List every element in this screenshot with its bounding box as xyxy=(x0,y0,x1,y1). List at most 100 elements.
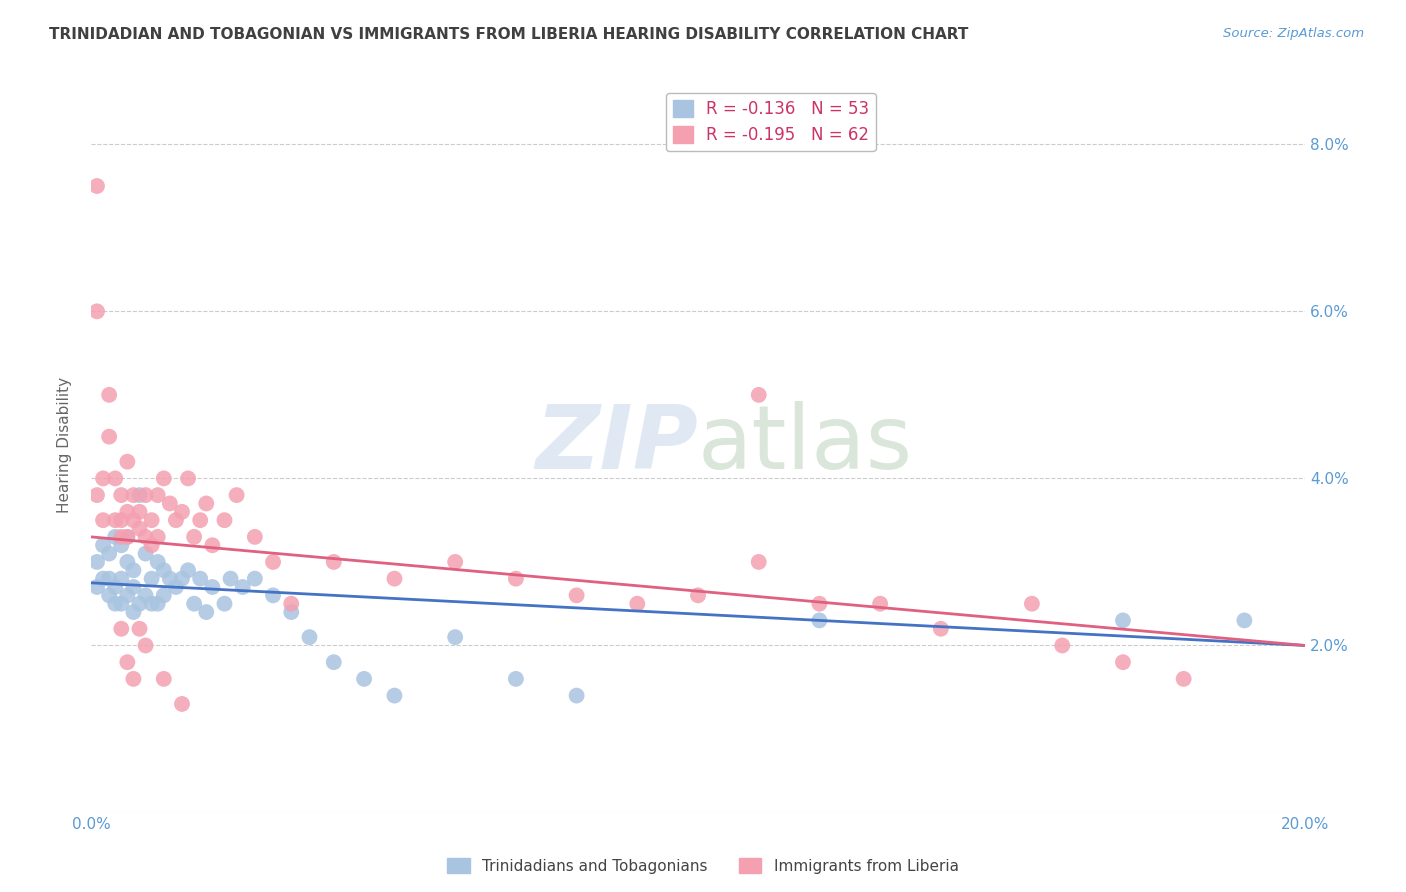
Point xyxy=(808,614,831,628)
Point xyxy=(135,588,157,602)
Point xyxy=(117,455,139,469)
Point xyxy=(141,538,163,552)
Point xyxy=(159,496,181,510)
Point xyxy=(1233,614,1256,628)
Point xyxy=(135,488,157,502)
Point xyxy=(869,597,891,611)
Point xyxy=(322,555,344,569)
Point xyxy=(91,538,114,552)
Point xyxy=(1021,597,1043,611)
Point xyxy=(686,588,709,602)
Point xyxy=(170,505,193,519)
Point xyxy=(1112,614,1135,628)
Point xyxy=(170,572,193,586)
Point xyxy=(505,672,527,686)
Point xyxy=(128,597,150,611)
Point xyxy=(243,572,266,586)
Point xyxy=(104,513,127,527)
Point xyxy=(98,572,121,586)
Text: atlas: atlas xyxy=(697,401,912,489)
Point xyxy=(1112,655,1135,669)
Point xyxy=(86,488,108,502)
Point xyxy=(165,513,187,527)
Point xyxy=(104,530,127,544)
Point xyxy=(98,430,121,444)
Point xyxy=(165,580,187,594)
Point xyxy=(152,471,174,485)
Point xyxy=(183,597,205,611)
Point xyxy=(232,580,254,594)
Point xyxy=(128,488,150,502)
Point xyxy=(748,388,770,402)
Point xyxy=(117,505,139,519)
Point xyxy=(748,555,770,569)
Point xyxy=(384,572,406,586)
Point xyxy=(219,572,242,586)
Point xyxy=(110,488,132,502)
Point xyxy=(298,630,321,644)
Point xyxy=(146,597,169,611)
Point xyxy=(98,588,121,602)
Point xyxy=(280,597,302,611)
Point xyxy=(243,530,266,544)
Point xyxy=(444,630,467,644)
Point xyxy=(122,605,145,619)
Point xyxy=(152,588,174,602)
Point xyxy=(128,622,150,636)
Point xyxy=(1052,639,1074,653)
Point xyxy=(104,471,127,485)
Point xyxy=(98,388,121,402)
Point xyxy=(201,580,224,594)
Point xyxy=(110,530,132,544)
Point xyxy=(104,580,127,594)
Point xyxy=(86,580,108,594)
Point xyxy=(91,513,114,527)
Point xyxy=(353,672,375,686)
Point xyxy=(170,697,193,711)
Point xyxy=(188,572,211,586)
Point xyxy=(146,555,169,569)
Point xyxy=(128,505,150,519)
Legend: R = -0.136   N = 53, R = -0.195   N = 62: R = -0.136 N = 53, R = -0.195 N = 62 xyxy=(666,93,876,151)
Point xyxy=(104,597,127,611)
Point xyxy=(122,580,145,594)
Point xyxy=(91,471,114,485)
Point xyxy=(195,605,218,619)
Point xyxy=(201,538,224,552)
Point xyxy=(444,555,467,569)
Point xyxy=(177,471,200,485)
Point xyxy=(188,513,211,527)
Point xyxy=(117,530,139,544)
Point xyxy=(117,555,139,569)
Point xyxy=(322,655,344,669)
Point xyxy=(128,522,150,536)
Point xyxy=(214,597,236,611)
Point xyxy=(110,513,132,527)
Point xyxy=(135,547,157,561)
Point xyxy=(565,689,588,703)
Point xyxy=(141,513,163,527)
Point xyxy=(122,672,145,686)
Point xyxy=(183,530,205,544)
Point xyxy=(86,179,108,194)
Point xyxy=(214,513,236,527)
Point xyxy=(141,572,163,586)
Point xyxy=(135,639,157,653)
Text: Source: ZipAtlas.com: Source: ZipAtlas.com xyxy=(1223,27,1364,40)
Point xyxy=(626,597,648,611)
Point xyxy=(929,622,952,636)
Point xyxy=(565,588,588,602)
Point xyxy=(117,530,139,544)
Point xyxy=(1173,672,1195,686)
Text: ZIP: ZIP xyxy=(536,401,697,489)
Point xyxy=(505,572,527,586)
Point xyxy=(384,689,406,703)
Point xyxy=(146,488,169,502)
Point xyxy=(98,547,121,561)
Point xyxy=(135,530,157,544)
Point xyxy=(262,555,284,569)
Point xyxy=(177,563,200,577)
Point xyxy=(110,572,132,586)
Point xyxy=(159,572,181,586)
Point xyxy=(91,572,114,586)
